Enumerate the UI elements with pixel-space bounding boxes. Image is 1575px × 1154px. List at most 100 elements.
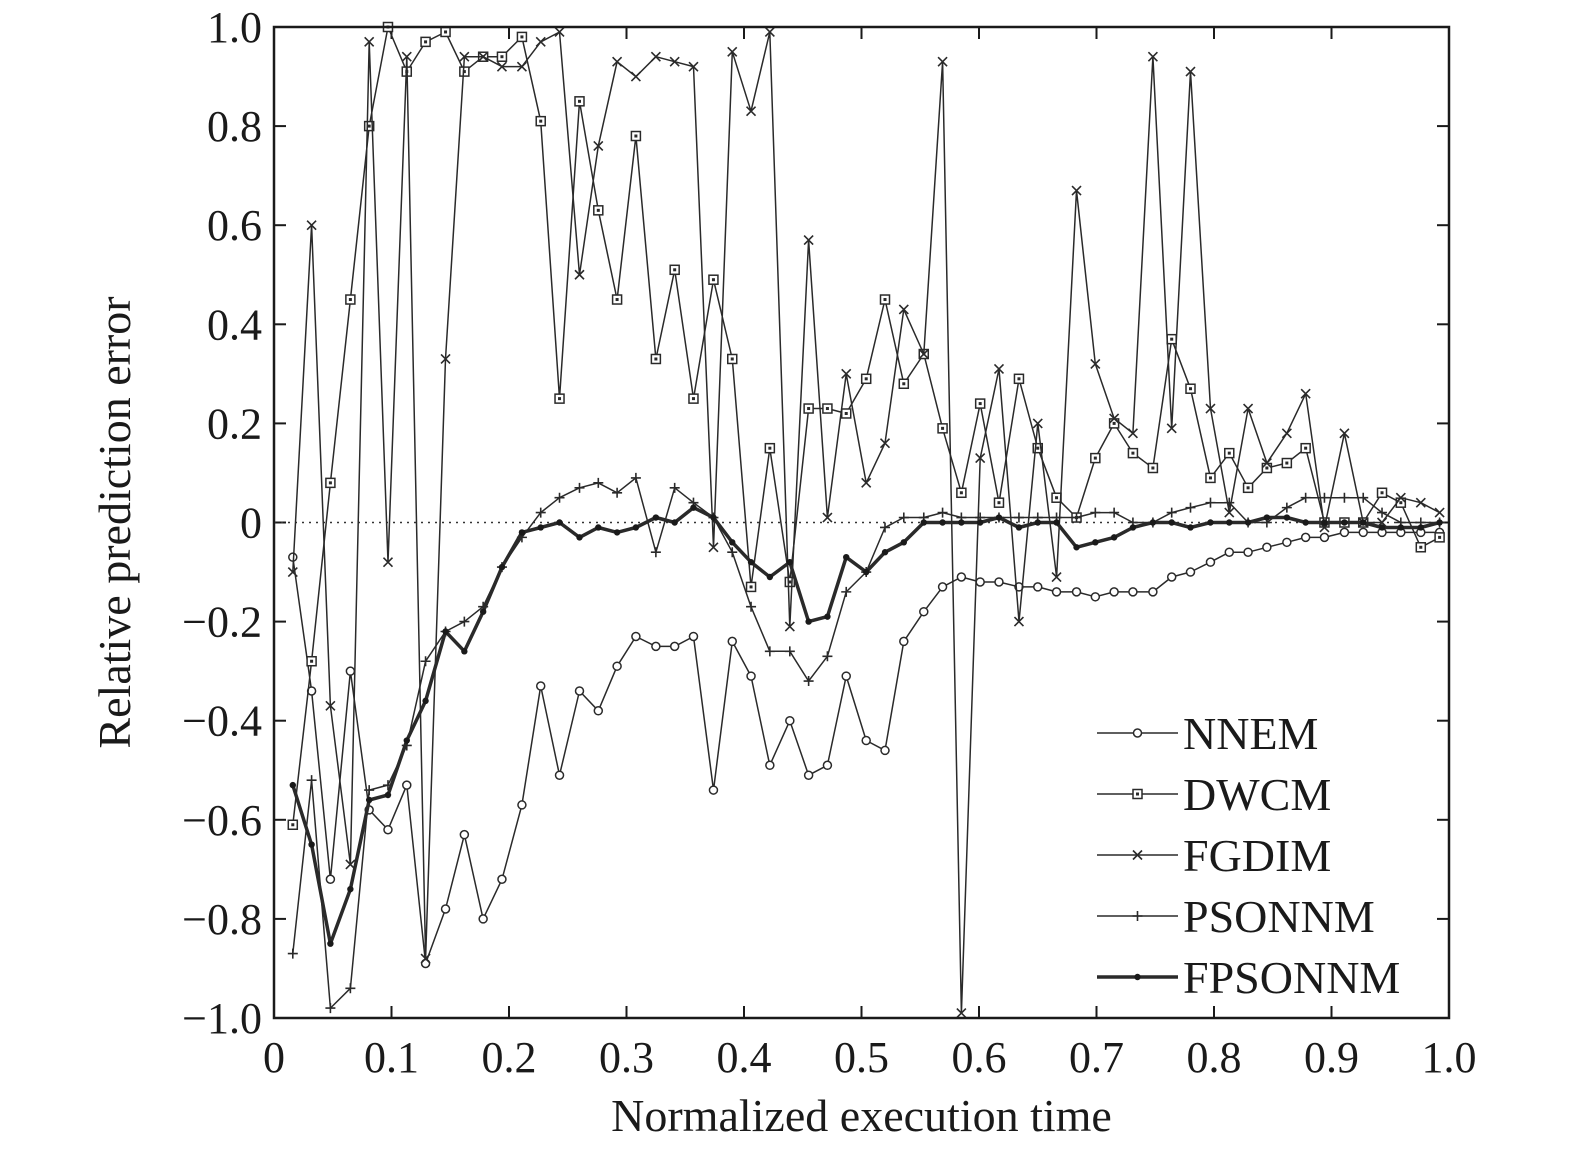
y-tick-label: 0 [240, 499, 262, 548]
data-point-nnem [956, 572, 967, 582]
y-tick-label: −0.2 [182, 598, 262, 647]
x-tick-label: 0 [263, 1033, 285, 1082]
data-point-psonnm [669, 482, 680, 493]
data-point-dwcm [574, 96, 585, 107]
data-point-fgdim [1395, 492, 1406, 503]
data-point-psonnm [1205, 497, 1216, 508]
data-point-fgdim [708, 542, 719, 553]
data-point-fpsonnm [1187, 524, 1194, 531]
series-line-dwcm [292, 26, 1440, 825]
data-point-fpsonnm [498, 563, 506, 571]
data-point-dwcm [516, 31, 528, 43]
data-point-fgdim [574, 269, 585, 280]
data-point-fpsonnm [461, 648, 468, 655]
series-nnem [288, 527, 1445, 969]
data-point-fgdim [822, 512, 833, 523]
data-point-fpsonnm [976, 519, 984, 526]
data-point-fpsonnm [1321, 519, 1328, 526]
data-point-fpsonnm [422, 697, 429, 705]
data-point-fgdim [516, 61, 527, 72]
data-point-psonnm [784, 646, 795, 657]
data-point-fgdim [669, 56, 680, 67]
data-point-dwcm [650, 353, 662, 365]
data-point-fpsonnm [479, 608, 487, 615]
data-point-fpsonnm [995, 514, 1003, 521]
data-point-nnem [1033, 582, 1043, 592]
data-point-dwcm [287, 819, 299, 831]
data-point-fpsonnm [1168, 519, 1175, 526]
data-point-nnem [1262, 542, 1272, 553]
y-tick-labels: 1.0 0.8 0.6 0.4 0.2 0 −0.2 −0.4 −0.6 −0.8 −1.0 [182, 3, 262, 1043]
x-tick-label: 1.0 [1422, 1033, 1477, 1082]
data-point-fgdim [1319, 522, 1330, 533]
plot-frame [272, 25, 1451, 1020]
data-point-fgdim [1013, 616, 1025, 627]
data-point-fgdim [650, 51, 661, 62]
data-point-psonnm [727, 547, 738, 558]
data-point-dwcm [1166, 333, 1177, 345]
data-point-nnem [1128, 587, 1138, 597]
series-fpsonnm [289, 504, 1443, 947]
data-point-fpsonnm [1015, 524, 1023, 531]
data-point-fgdim [764, 26, 775, 38]
data-point-nnem [651, 641, 661, 652]
data-point-nnem [440, 904, 451, 914]
data-point-psonnm [803, 676, 814, 687]
data-point-psonnm [764, 646, 775, 657]
data-point-fgdim [918, 348, 929, 360]
data-point-fpsonnm [576, 534, 583, 541]
data-point-dwcm [745, 581, 757, 593]
data-point-fgdim [1434, 507, 1445, 518]
data-point-psonnm [459, 616, 470, 627]
data-point-nnem [1109, 587, 1119, 597]
data-point-psonnm [630, 472, 641, 483]
data-point-nnem [994, 577, 1004, 587]
data-point-fpsonnm [652, 514, 660, 521]
legend: NNEM DWCM FGDIM PSONNM FPSONNM [1097, 708, 1400, 1003]
data-point-fgdim [956, 1007, 967, 1019]
y-tick-label: −0.6 [182, 796, 262, 845]
data-point-fpsonnm [1226, 519, 1233, 526]
legend-item-fgdim: FGDIM [1097, 830, 1331, 881]
data-point-psonnm [937, 507, 948, 518]
data-point-psonnm [1071, 512, 1082, 523]
x-tick-label: 0.6 [952, 1033, 1007, 1082]
data-point-dwcm [345, 294, 356, 305]
data-point-psonnm [325, 1003, 336, 1014]
legend-label-dwcm: DWCM [1183, 769, 1331, 820]
data-point-fgdim [727, 46, 738, 57]
data-point-fpsonnm [843, 553, 850, 561]
data-point-fpsonnm [671, 519, 678, 526]
data-point-dwcm [764, 442, 776, 454]
data-point-psonnm [287, 948, 298, 959]
data-point-psonnm [898, 512, 909, 523]
data-point-dwcm [956, 487, 967, 499]
data-point-psonnm [554, 492, 565, 503]
data-point-psonnm [574, 482, 585, 493]
data-point-psonnm [345, 983, 356, 994]
data-point-fgdim [612, 56, 623, 67]
data-point-fpsonnm [1360, 519, 1367, 526]
data-point-nnem [402, 780, 412, 790]
legend-marker-dwcm [1132, 788, 1143, 800]
data-point-dwcm [1205, 472, 1216, 484]
y-tick-label: 0.4 [207, 300, 262, 349]
data-point-fgdim [401, 51, 412, 62]
data-point-fgdim [745, 106, 757, 117]
legend-marker-nnem [1132, 728, 1143, 738]
data-point-dwcm [822, 403, 833, 414]
data-point-fpsonnm [710, 514, 717, 521]
data-point-fpsonnm [900, 539, 907, 546]
data-point-fgdim [478, 51, 489, 62]
data-point-dwcm [1013, 373, 1025, 385]
data-point-nnem [612, 661, 622, 671]
data-point-fgdim [1032, 418, 1043, 429]
data-point-fpsonnm [347, 885, 354, 893]
legend-marker-psonnm [1132, 911, 1143, 921]
data-point-fpsonnm [824, 613, 831, 620]
data-point-fgdim [993, 363, 1005, 374]
data-point-fgdim [364, 36, 375, 47]
x-tick-labels: 0 0.1 0.2 0.3 0.4 0.5 0.6 0.7 0.8 0.9 1.0 [263, 1033, 1477, 1082]
data-point-fpsonnm [1263, 514, 1271, 521]
x-tick-label: 0.9 [1304, 1033, 1359, 1082]
